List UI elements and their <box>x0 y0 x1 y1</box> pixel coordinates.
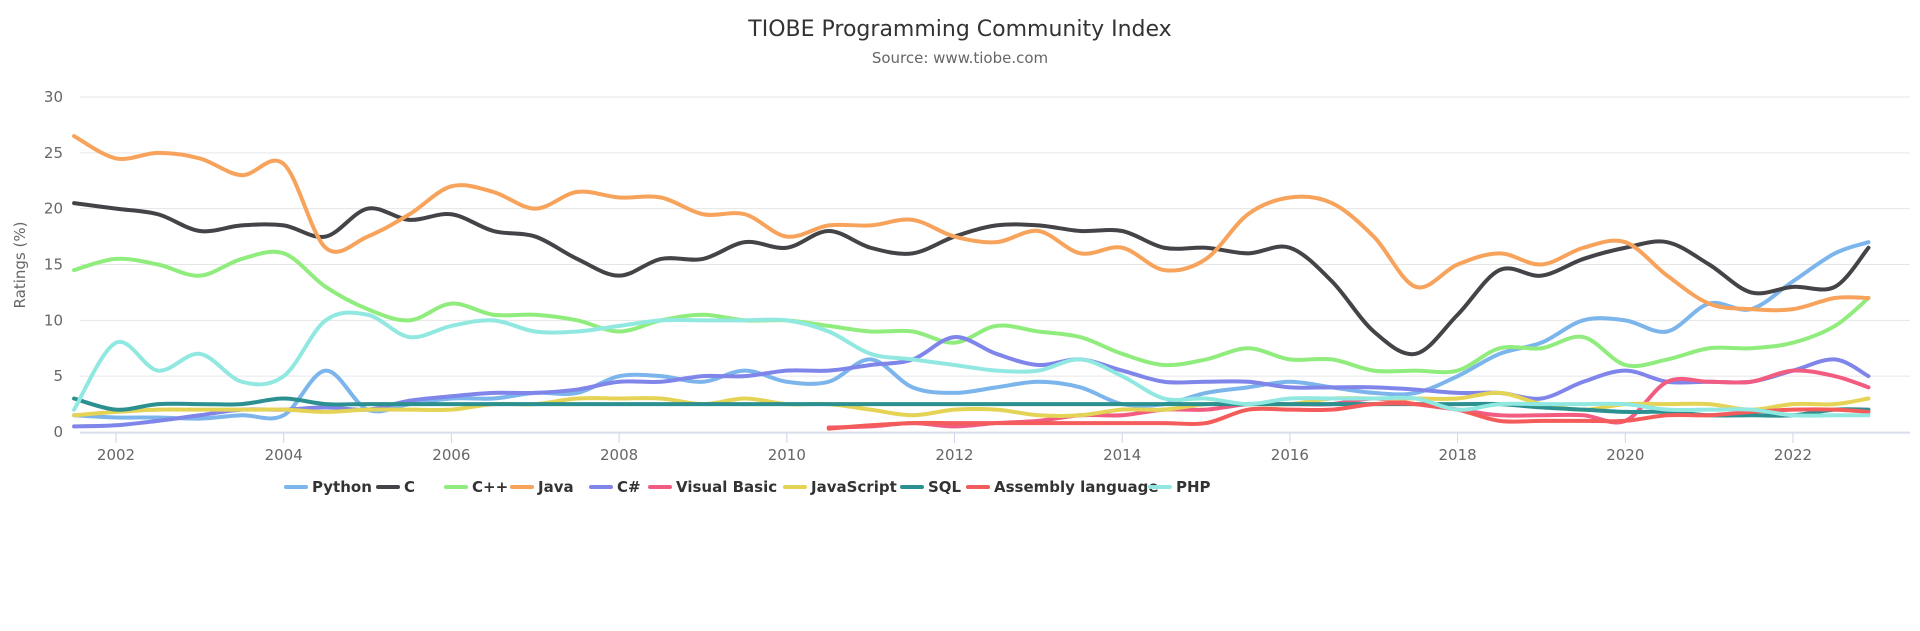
series-line-python <box>72 240 1871 421</box>
x-tick-label: 2016 <box>1271 446 1309 464</box>
legend-item-php[interactable]: PHP <box>1148 478 1211 496</box>
legend-item-c-[interactable]: C++ <box>444 478 508 496</box>
y-tick-label: 20 <box>44 200 63 218</box>
chart-title: TIOBE Programming Community Index <box>747 17 1171 42</box>
grid-lines <box>80 96 1910 434</box>
y-tick-label: 30 <box>44 88 63 106</box>
legend-item-java[interactable]: Java <box>510 478 574 496</box>
series-line-php <box>72 310 1871 418</box>
legend: Python C C++ Java C# Visual Basic JavaScript SQ… <box>284 478 1211 496</box>
x-tick-label: 2012 <box>935 446 973 464</box>
legend-label: Assembly language <box>994 478 1159 496</box>
legend-label: C++ <box>472 478 508 496</box>
x-tick-label: 2006 <box>432 446 470 464</box>
series-line-sql <box>72 396 1871 418</box>
x-tick-label: 2004 <box>265 446 303 464</box>
legend-label: Java <box>537 478 574 496</box>
y-tick-label: 0 <box>53 423 63 441</box>
y-tick-label: 25 <box>44 144 63 162</box>
chart-subtitle: Source: www.tiobe.com <box>872 49 1048 67</box>
legend-item-sql[interactable]: SQL <box>900 478 962 496</box>
legend-item-c-[interactable]: C# <box>589 478 641 496</box>
y-axis-title: Ratings (%) <box>11 222 29 309</box>
x-tick-label: 2008 <box>600 446 638 464</box>
x-tick-label: 2022 <box>1774 446 1812 464</box>
y-axis-ticks: 0 5 10 15 20 25 30 <box>44 88 63 441</box>
x-tick-label: 2014 <box>1103 446 1141 464</box>
y-tick-label: 5 <box>53 367 63 385</box>
y-tick-label: 15 <box>44 256 63 274</box>
x-tick-label: 2010 <box>768 446 806 464</box>
legend-item-assembly-language[interactable]: Assembly language <box>966 478 1159 496</box>
x-tick-label: 2002 <box>97 446 135 464</box>
legend-item-c[interactable]: C <box>376 478 415 496</box>
series-line-c- <box>72 249 1871 375</box>
legend-label: Python <box>312 478 372 496</box>
x-axis-ticks: 2002 2004 2006 2008 2010 2012 2014 2016 2018 2020… <box>97 433 1812 464</box>
legend-label: C# <box>617 478 641 496</box>
legend-label: C <box>404 478 415 496</box>
legend-item-javascript[interactable]: JavaScript <box>783 478 897 496</box>
series-line-java <box>72 134 1871 313</box>
series-lines <box>72 134 1871 431</box>
legend-item-visual-basic[interactable]: Visual Basic <box>648 478 777 496</box>
series-line-assembly-language <box>826 401 1871 431</box>
series-line-c <box>72 201 1871 357</box>
x-tick-label: 2020 <box>1606 446 1644 464</box>
legend-label: Visual Basic <box>676 478 777 496</box>
y-tick-label: 10 <box>44 311 63 329</box>
legend-label: PHP <box>1176 478 1211 496</box>
legend-item-python[interactable]: Python <box>284 478 372 496</box>
legend-label: SQL <box>928 478 962 496</box>
x-tick-label: 2018 <box>1439 446 1477 464</box>
legend-label: JavaScript <box>810 478 897 496</box>
